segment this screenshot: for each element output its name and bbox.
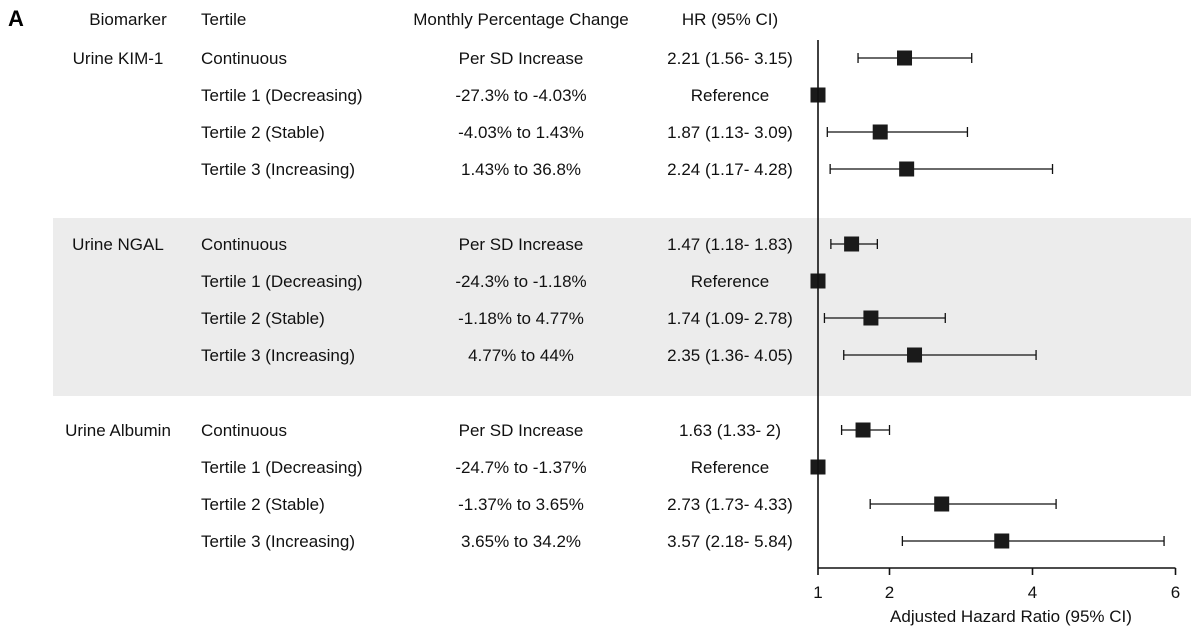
header-tertile: Tertile xyxy=(201,10,246,29)
row-tertile-label: Tertile 1 (Decreasing) xyxy=(201,272,363,291)
hr-point-marker xyxy=(994,533,1010,549)
panel-label: A xyxy=(8,6,24,31)
row-change-label: Per SD Increase xyxy=(459,421,584,440)
row-tertile-label: Tertile 1 (Decreasing) xyxy=(201,86,363,105)
row-hr-label: 1.63 (1.33- 2) xyxy=(679,421,781,440)
row-tertile-label: Tertile 3 (Increasing) xyxy=(201,346,355,365)
group-label: Urine KIM-1 xyxy=(73,49,164,68)
row-tertile-label: Tertile 1 (Decreasing) xyxy=(201,458,363,477)
header-biomarker: Biomarker xyxy=(89,10,167,29)
group-band xyxy=(53,218,1191,396)
row-change-label: -4.03% to 1.43% xyxy=(458,123,584,142)
plot-area xyxy=(810,40,1165,568)
row-hr-label: 2.35 (1.36- 4.05) xyxy=(667,346,793,365)
row-hr-label: 1.87 (1.13- 3.09) xyxy=(667,123,793,142)
x-tick-label: 6 xyxy=(1171,583,1180,602)
hr-point-marker xyxy=(907,347,923,363)
row-tertile-label: Tertile 2 (Stable) xyxy=(201,309,325,328)
row-hr-label: 1.74 (1.09- 2.78) xyxy=(667,309,793,328)
row-hr-label: Reference xyxy=(691,86,769,105)
row-hr-label: Reference xyxy=(691,458,769,477)
row-change-label: -24.7% to -1.37% xyxy=(455,458,586,477)
row-change-label: Per SD Increase xyxy=(459,235,584,254)
hr-point-marker xyxy=(855,422,871,438)
row-hr-label: 2.73 (1.73- 4.33) xyxy=(667,495,793,514)
hr-point-marker xyxy=(899,161,915,177)
hr-point-marker xyxy=(897,50,913,66)
x-tick-label: 1 xyxy=(813,583,822,602)
row-tertile-label: Tertile 3 (Increasing) xyxy=(201,160,355,179)
row-tertile-label: Continuous xyxy=(201,235,287,254)
group-label: Urine Albumin xyxy=(65,421,171,440)
header-hr: HR (95% CI) xyxy=(682,10,778,29)
row-hr-label: 1.47 (1.18- 1.83) xyxy=(667,235,793,254)
row-hr-label: 3.57 (2.18- 5.84) xyxy=(667,532,793,551)
x-tick-label: 4 xyxy=(1028,583,1037,602)
row-tertile-label: Tertile 2 (Stable) xyxy=(201,123,325,142)
row-change-label: 1.43% to 36.8% xyxy=(461,160,581,179)
table-rows: Urine KIM-1 Continuous Per SD Increase 2.21… xyxy=(65,49,793,551)
row-change-label: 4.77% to 44% xyxy=(468,346,574,365)
row-hr-label: 2.21 (1.56- 3.15) xyxy=(667,49,793,68)
row-change-label: -24.3% to -1.18% xyxy=(455,272,586,291)
row-change-label: -1.37% to 3.65% xyxy=(458,495,584,514)
x-axis: 1 2 4 6 xyxy=(813,567,1180,602)
row-tertile-label: Continuous xyxy=(201,49,287,68)
hr-point-marker xyxy=(844,236,860,252)
row-change-label: Per SD Increase xyxy=(459,49,584,68)
group-bands xyxy=(53,218,1191,396)
x-tick-label: 2 xyxy=(885,583,894,602)
x-axis-label: Adjusted Hazard Ratio (95% CI) xyxy=(890,607,1132,626)
hr-point-marker xyxy=(863,310,879,326)
header-change: Monthly Percentage Change xyxy=(413,10,628,29)
row-change-label: -27.3% to -4.03% xyxy=(455,86,586,105)
hr-point-marker xyxy=(872,124,888,140)
hr-point-marker xyxy=(934,496,950,512)
group-label: Urine NGAL xyxy=(72,235,164,254)
row-tertile-label: Tertile 2 (Stable) xyxy=(201,495,325,514)
row-hr-label: Reference xyxy=(691,272,769,291)
row-tertile-label: Tertile 3 (Increasing) xyxy=(201,532,355,551)
row-hr-label: 2.24 (1.17- 4.28) xyxy=(667,160,793,179)
row-change-label: -1.18% to 4.77% xyxy=(458,309,584,328)
row-tertile-label: Continuous xyxy=(201,421,287,440)
row-change-label: 3.65% to 34.2% xyxy=(461,532,581,551)
